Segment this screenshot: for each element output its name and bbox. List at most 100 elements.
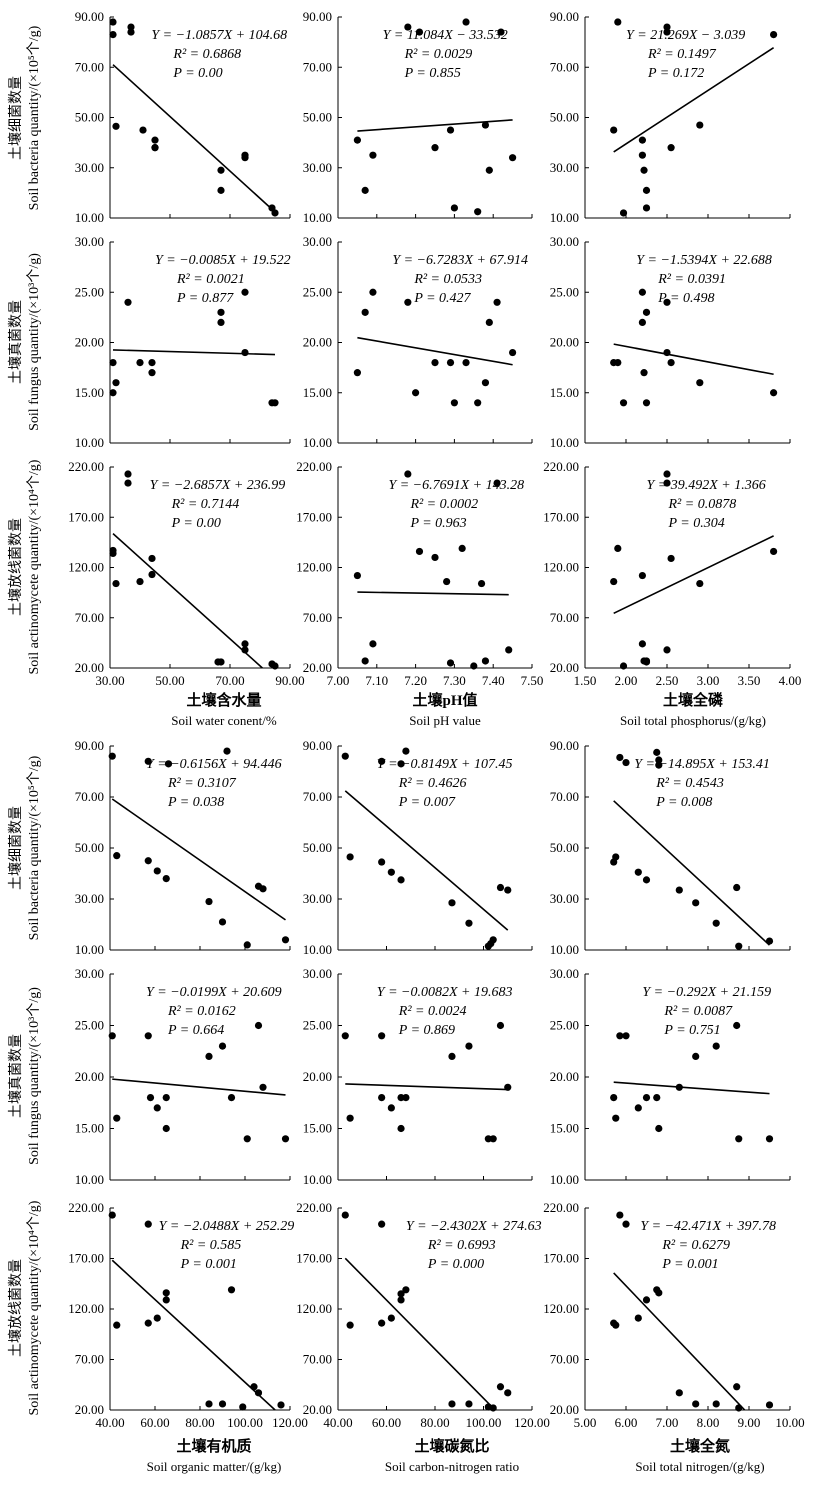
x-title-ph-cn: 土壤pH值 [412,691,477,709]
data-point [489,1404,497,1412]
data-point [612,1321,620,1329]
regression-line [345,1083,508,1091]
data-point [164,760,173,768]
data-point [446,126,455,134]
data-point [378,1032,386,1040]
data-point [653,1094,661,1102]
regression-line [112,1078,286,1096]
data-point [241,646,249,654]
x-tick-label: 7.00 [327,673,350,688]
regression-line [344,790,509,931]
data-point [369,151,377,159]
data-point [361,308,369,316]
data-point [712,1042,720,1050]
data-point [353,369,361,377]
data-point [112,579,120,588]
x-tick-label: 7.50 [521,673,544,688]
data-point [610,577,618,586]
y-tick-label: 10.00 [75,1172,104,1187]
data-point [458,544,466,553]
data-point [243,1135,251,1143]
y-tick-label: 20.00 [550,1402,579,1417]
y-tick-label: 30.00 [303,160,332,175]
y-title-actino-top: 土壤放线菌数量 Soil actinomycete quantity/(×10⁴… [7,459,42,674]
y-tick-label: 30.00 [550,891,579,906]
data-point [481,121,490,129]
regression-equation: Y = −1.5394X + 22.688 [636,253,772,268]
regression-equation: Y = −6.7283X + 67.914 [392,253,528,268]
y-tick-label: 25.00 [550,1018,579,1033]
data-point [341,1032,349,1040]
y-tick-label: 15.00 [75,385,104,400]
data-point [109,389,117,397]
data-point [271,209,279,217]
y-tick-label: 30.00 [75,891,104,906]
p-value-label: P = 0.172 [647,66,704,81]
r-squared-label: R² = 0.1497 [647,47,717,62]
x-tick-label: 6.00 [615,1415,638,1430]
data-point [496,1021,505,1030]
data-point [638,151,647,159]
p-value-label: P = 0.00 [171,516,221,531]
x-tick-label: 1.50 [574,673,597,688]
data-point [642,399,651,407]
regression-line [613,1081,770,1095]
y-tick-label: 10.00 [303,210,332,225]
y-tick-label: 20.00 [75,1069,104,1084]
regression-equation: Y = −6.7691X + 143.28 [388,478,524,493]
x-title-tn-cn: 土壤全氮 [670,1437,730,1455]
data-point [361,186,369,194]
data-point [431,359,439,367]
data-point [653,748,661,756]
regression-line [112,64,276,213]
data-point [239,1403,247,1411]
x-tick-label: 7.30 [443,673,466,688]
y-tick-label: 220.00 [543,459,579,474]
data-point [663,28,671,36]
data-point [638,571,647,580]
x-tick-label: 60.00 [372,1415,401,1430]
y-tick-label: 50.00 [75,840,104,855]
x-tick-label: 2.00 [615,673,638,688]
x-tick-label: 100.00 [227,1415,263,1430]
data-point [663,23,671,31]
y-tick-label: 10.00 [550,942,579,957]
data-point [241,288,249,296]
x-tick-label: 40.00 [95,1415,124,1430]
panel-cn-fungus: 10.00 15.00 20.00 25.00 30.00 Y = −0.0082X + … [303,966,533,1187]
y-title-bacteria-cn-2: 土壤细菌数量 [7,806,24,890]
y-tick-label: 30.00 [550,966,579,981]
data-point [402,1286,410,1294]
data-point [369,288,377,296]
panel-tp-bacteria: 10.00 30.00 50.00 70.00 90.00 Y = 21.269X − 3… [550,9,791,225]
y-tick-label: 70.00 [303,1352,332,1367]
data-point [489,936,497,944]
data-point [397,1290,405,1298]
y-tick-label: 10.00 [303,435,332,450]
regression-equation: Y = −0.0085X + 19.522 [155,253,291,268]
y-tick-label: 15.00 [75,1121,104,1136]
y-tick-label: 25.00 [303,284,332,299]
data-point [655,761,663,769]
data-point [735,1135,743,1143]
data-point [638,288,647,296]
panel-ph-actino: 20.00 70.00 120.00 170.00 220.00 7.00 7.10 7.20… [296,459,543,688]
data-point [765,1401,774,1409]
data-point [217,166,225,174]
data-point [696,379,704,387]
data-point [642,186,651,194]
data-point [162,1289,170,1297]
data-point [735,942,743,950]
data-point [402,1094,410,1102]
data-point [692,1052,700,1060]
data-point [397,1296,405,1304]
p-value-label: P = 0.869 [398,1023,455,1038]
data-point [148,570,156,579]
data-point [446,359,455,367]
y-tick-label: 70.00 [550,59,579,74]
data-point [124,470,132,478]
y-tick-label: 25.00 [550,284,579,299]
data-point [508,154,517,162]
data-point [448,1400,456,1408]
y-tick-label: 30.00 [75,966,104,981]
